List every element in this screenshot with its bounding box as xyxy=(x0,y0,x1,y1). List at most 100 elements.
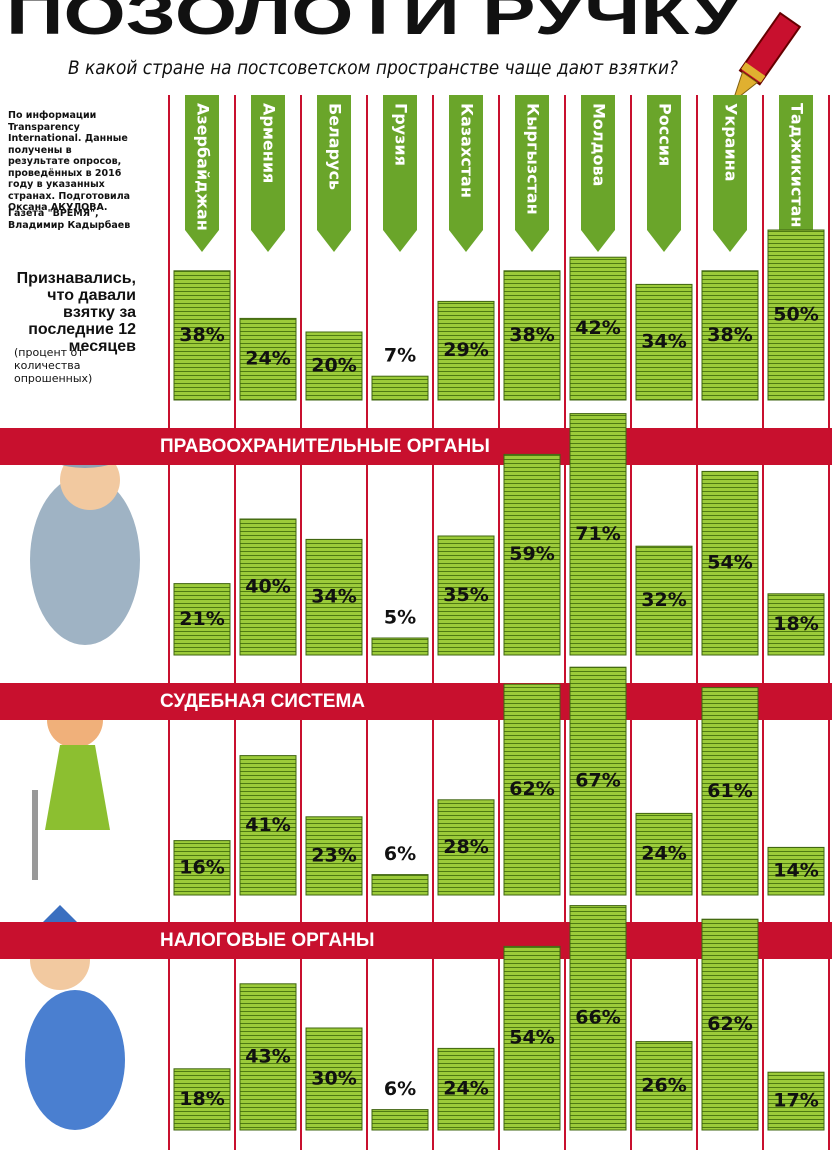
money-bar xyxy=(767,229,825,401)
money-bar xyxy=(503,270,561,401)
money-bar xyxy=(701,270,759,401)
value-label: 17% xyxy=(773,1090,818,1112)
value-label: 28% xyxy=(443,836,488,858)
value-label: 62% xyxy=(707,1013,752,1035)
value-label: 34% xyxy=(641,331,686,353)
value-label: 6% xyxy=(384,843,416,865)
value-label: 54% xyxy=(509,1027,554,1049)
country-banner xyxy=(779,95,813,252)
country-banner xyxy=(581,95,615,252)
value-label: 41% xyxy=(245,814,290,836)
money-bar xyxy=(569,905,627,1131)
money-bar xyxy=(437,535,495,656)
value-label: 71% xyxy=(575,523,620,545)
pen-illustration xyxy=(731,11,802,104)
money-bar xyxy=(173,1068,231,1131)
money-bar xyxy=(701,687,759,896)
section-title: СУДЕБНАЯ СИСТЕМА xyxy=(160,691,365,712)
value-label: 29% xyxy=(443,339,488,361)
money-bar xyxy=(767,593,825,656)
value-label: 24% xyxy=(245,348,290,370)
money-bar xyxy=(239,983,297,1131)
value-label: 38% xyxy=(179,324,224,346)
money-bar xyxy=(173,270,231,401)
value-label: 5% xyxy=(384,607,416,629)
money-bar xyxy=(701,918,759,1131)
value-label: 34% xyxy=(311,586,356,608)
money-bar xyxy=(371,637,429,656)
money-bar xyxy=(371,874,429,896)
money-bar xyxy=(503,453,561,656)
country-label: Армения xyxy=(260,103,279,183)
country-label: Украина xyxy=(722,103,741,182)
value-label: 14% xyxy=(773,860,818,882)
question-subtitle: (процент от количества опрошенных) xyxy=(14,346,93,385)
credit: Газета "ВРЕМЯ", Владимир Кадырбаев xyxy=(8,208,131,231)
value-label: 24% xyxy=(641,843,686,865)
section-band xyxy=(0,683,832,720)
money-bar xyxy=(437,799,495,896)
value-label: 18% xyxy=(773,613,818,635)
country-label: Россия xyxy=(656,103,675,166)
section-band xyxy=(0,428,832,465)
money-bar xyxy=(767,846,825,896)
money-bar xyxy=(635,1041,693,1131)
country-label: Грузия xyxy=(392,103,411,166)
section-band xyxy=(0,922,832,959)
value-label: 6% xyxy=(384,1078,416,1100)
country-label: Молдова xyxy=(590,103,609,186)
value-label: 66% xyxy=(575,1006,620,1028)
value-label: 50% xyxy=(773,304,818,326)
country-banner xyxy=(317,95,351,252)
main-title: ПОЗОЛОТИ РУЧКУ xyxy=(6,0,742,47)
money-bar xyxy=(437,300,495,401)
value-label: 18% xyxy=(179,1088,224,1110)
money-bar xyxy=(173,583,231,656)
value-label: 38% xyxy=(509,324,554,346)
value-label: 40% xyxy=(245,576,290,598)
money-bar xyxy=(371,1109,429,1131)
country-banner xyxy=(383,95,417,252)
money-bar xyxy=(305,1027,363,1131)
money-bar xyxy=(635,545,693,656)
money-bar xyxy=(701,470,759,656)
value-label: 43% xyxy=(245,1045,290,1067)
value-label: 16% xyxy=(179,856,224,878)
money-bar xyxy=(305,538,363,656)
money-bar xyxy=(503,683,561,896)
money-bar xyxy=(239,317,297,401)
country-label: Казахстан xyxy=(458,103,477,198)
money-bar xyxy=(437,1047,495,1131)
value-label: 24% xyxy=(443,1078,488,1100)
value-label: 32% xyxy=(641,589,686,611)
section-title: ПРАВООХРАНИТЕЛЬНЫЕ ОРГАНЫ xyxy=(160,436,490,457)
country-banner xyxy=(515,95,549,252)
money-bar xyxy=(239,518,297,656)
country-banner xyxy=(713,95,747,252)
country-banner xyxy=(449,95,483,252)
value-label: 62% xyxy=(509,778,554,800)
value-label: 54% xyxy=(707,552,752,574)
money-bar xyxy=(503,945,561,1131)
money-bar xyxy=(305,816,363,896)
country-label: Таджикистан xyxy=(788,103,807,227)
country-label: Кыргызстан xyxy=(524,103,543,215)
money-bar xyxy=(569,413,627,656)
value-label: 59% xyxy=(509,543,554,565)
money-bar xyxy=(569,256,627,401)
country-label: Азербайджан xyxy=(194,103,213,231)
value-label: 67% xyxy=(575,770,620,792)
value-label: 35% xyxy=(443,584,488,606)
value-label: 30% xyxy=(311,1068,356,1090)
money-bar xyxy=(239,755,297,896)
money-bar xyxy=(635,283,693,401)
money-bar xyxy=(569,666,627,896)
money-bar xyxy=(371,375,429,401)
subtitle: В какой стране на постсоветском простран… xyxy=(68,57,678,79)
value-label: 7% xyxy=(384,345,416,367)
value-label: 26% xyxy=(641,1074,686,1096)
money-bar xyxy=(173,840,231,896)
value-label: 42% xyxy=(575,317,620,339)
value-label: 21% xyxy=(179,608,224,630)
